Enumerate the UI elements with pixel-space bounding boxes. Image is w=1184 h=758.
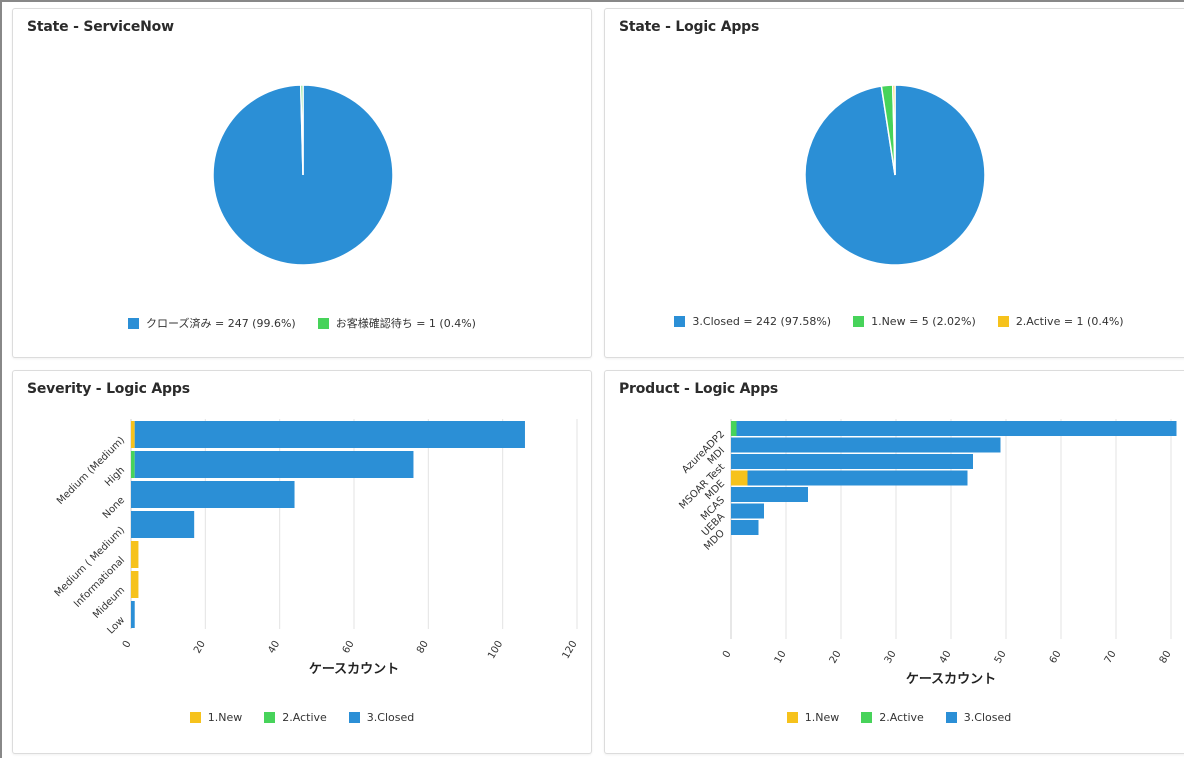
legend-swatch [317,317,329,329]
state-servicenow-pie-chart [212,84,394,266]
bar-segment-3closed[interactable] [131,601,135,628]
x-tick-label: 10 [773,649,789,666]
legend-item[interactable]: 1.New [786,711,840,724]
x-tick-label: 80 [1158,649,1174,666]
x-axis-label: ケースカウント [309,662,399,677]
x-tick-label: 80 [415,639,431,656]
legend-swatch [997,316,1009,327]
bar-segment-1new[interactable] [131,421,135,448]
category-label: High [103,465,127,489]
legend-label: 1.New = 5 (2.02%) [871,315,976,328]
legend-swatch [128,317,140,329]
legend-swatch [348,712,360,723]
legend-swatch [861,712,873,723]
legend-swatch [945,712,957,723]
category-label: Low [105,615,127,637]
bar-segment-3closed[interactable] [134,451,414,478]
bar-segment-1new[interactable] [131,541,139,568]
x-tick-label: 0 [121,639,134,650]
legend-item[interactable]: 1.New = 5 (2.02%) [853,315,976,328]
legend-swatch [264,712,276,723]
state-servicenow-panel: State - ServiceNow クローズ済み = 247 (99.6%) お… [12,8,592,358]
legend-label: 1.New [804,711,840,724]
bar-segment-3closed[interactable] [731,520,759,535]
x-tick-label: 30 [883,649,899,666]
x-tick-label: 40 [266,639,282,656]
legend-label: 2.Active [879,711,924,724]
legend-label: 3.Closed [963,711,1012,724]
legend-label: 3.Closed [366,711,415,724]
bar-segment-2active[interactable] [731,421,737,436]
legend-item[interactable]: 3.Closed = 242 (97.58%) [674,315,831,328]
legend-swatch [786,712,798,723]
legend-label: お客様確認待ち = 1 (0.4%) [335,317,476,330]
bar-segment-3closed[interactable] [131,511,195,538]
category-label: None [101,495,127,521]
bar-segment-1new[interactable] [131,571,139,598]
x-axis-label: ケースカウント [906,672,996,687]
state-logic-apps-pie-chart [804,84,986,266]
product-logic-apps-panel: Product - Logic Apps 0 10 20 30 40 50 60 70 80 Az… [604,370,1184,754]
bar-segment-3closed[interactable] [731,454,973,469]
x-tick-label: 70 [1103,649,1119,666]
legend-item[interactable]: 2.Active [264,711,327,724]
x-tick-label: 20 [828,649,844,666]
x-tick-label: 50 [993,649,1009,666]
legend-label: 3.Closed = 242 (97.58%) [692,315,832,328]
pie-slice-2active2[interactable] [891,84,896,176]
legend-item[interactable]: 2.Active = 1 (0.4%) [997,315,1124,328]
bar-segment-3closed[interactable] [731,503,764,519]
legend-swatch [853,316,865,327]
x-tick-label: 40 [938,649,954,666]
pie-slice-1[interactable] [299,84,304,176]
x-tick-label: 60 [1048,649,1064,666]
bar-segment-3closed[interactable] [134,421,525,448]
legend-swatch [674,316,686,327]
legend-item[interactable]: 3.Closed [348,711,415,724]
legend-label: クローズ済み = 247 (99.6%) [146,317,296,330]
x-tick-label: 0 [721,649,734,660]
severity-logic-apps-panel: Severity - Logic Apps 0 20 40 60 80 100 120 Med… [12,370,592,754]
x-tick-label: 60 [341,639,357,656]
state-logic-apps-panel: State - Logic Apps 3.Closed = 242 (97.58… [604,8,1184,358]
legend-swatch [189,712,201,723]
bar-segment-3closed[interactable] [736,421,1177,436]
legend-item[interactable]: 3.Closed [945,711,1012,724]
bar-segment-2active[interactable] [131,451,135,478]
bar-segment-3closed[interactable] [731,487,808,502]
panel-title: Severity - Logic Apps [27,381,190,397]
x-tick-label: 120 [561,639,580,661]
legend: 3.Closed = 242 (97.58%) 1.New = 5 (2.02%)… [605,315,1184,328]
legend-item[interactable]: 2.Active [861,711,924,724]
legend-label: 2.Active = 1 (0.4%) [1015,315,1124,328]
panel-title: State - Logic Apps [619,19,760,35]
panel-title: State - ServiceNow [27,19,174,35]
legend-item[interactable]: 1.New [189,711,243,724]
bar-segment-3closed[interactable] [731,437,1001,453]
x-tick-label: 100 [486,639,505,661]
panel-title: Product - Logic Apps [619,381,779,397]
bar-segment-3closed[interactable] [747,470,968,486]
bar-segment-1new[interactable] [731,470,748,486]
legend-item[interactable]: お客様確認待ち = 1 (0.4%) [317,315,476,331]
legend: 1.New 2.Active 3.Closed [605,711,1184,724]
legend-item[interactable]: クローズ済み = 247 (99.6%) [128,315,296,331]
x-tick-label: 20 [192,639,208,656]
legend-label: 1.New [207,711,243,724]
legend: クローズ済み = 247 (99.6%) お客様確認待ち = 1 (0.4%) [13,315,591,331]
legend: 1.New 2.Active 3.Closed [13,711,591,724]
legend-label: 2.Active [282,711,327,724]
bar-segment-3closed[interactable] [131,481,295,508]
